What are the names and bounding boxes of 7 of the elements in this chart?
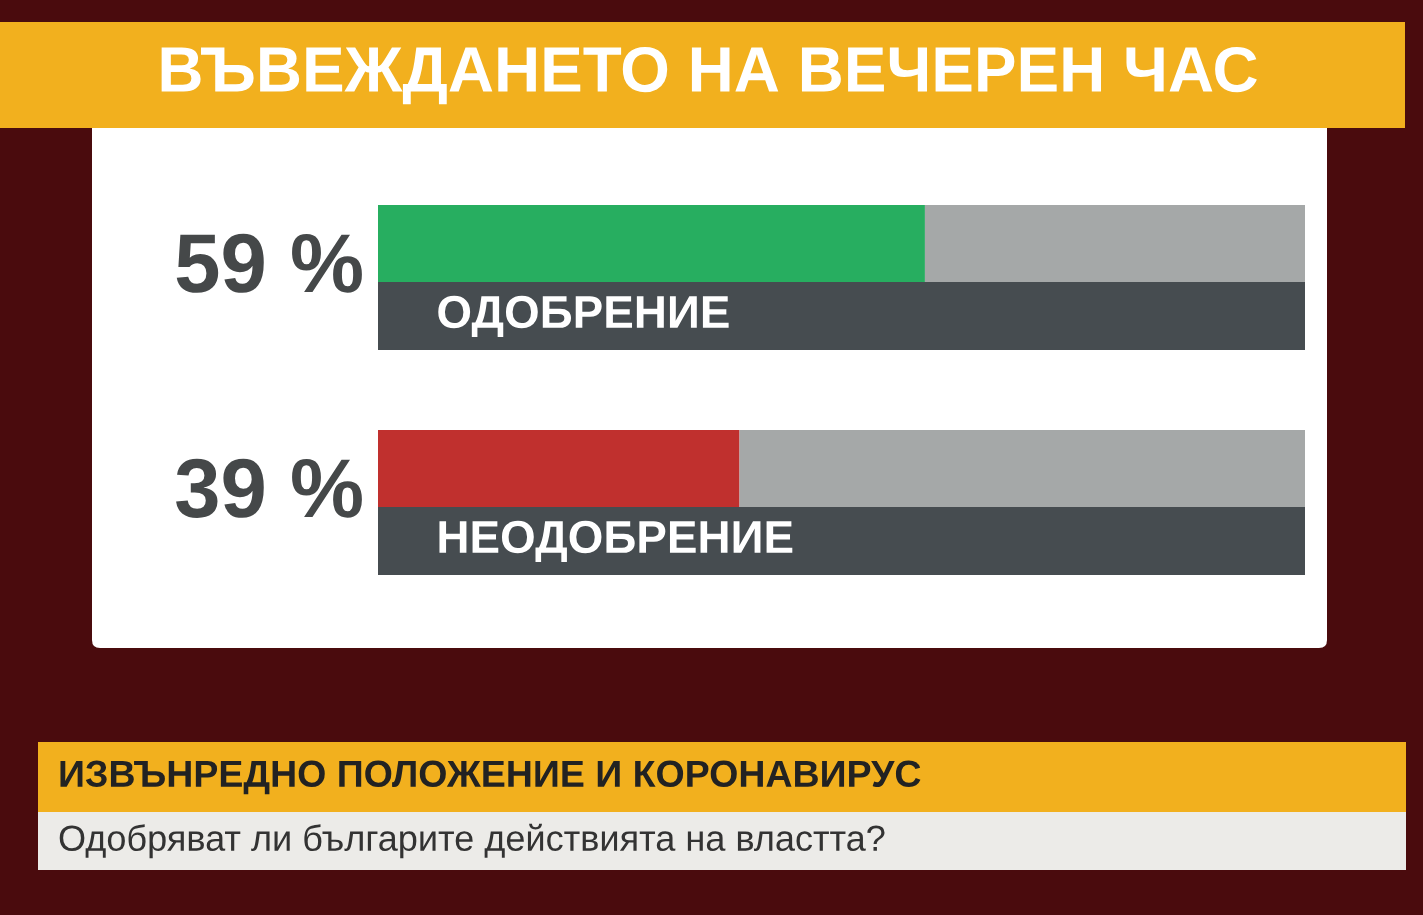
data-label: 39 % [176, 458, 362, 518]
data-label: 59 % [176, 233, 362, 293]
y-tick-label: ОДОБРЕНИЕ [438, 295, 729, 337]
text: Одобряват ли българите действията на властта? [59, 823, 885, 859]
y-tick-label: НЕОДОБРЕНИЕ [439, 520, 793, 562]
chart-title: ВЪВЕЖДАНЕТО НА ВЕЧЕРЕН ЧАС [161, 46, 1257, 105]
text: ИЗВЪНРЕДНО ПОЛОЖЕНИЕ И КОРОНАВИРУС [60, 760, 921, 795]
